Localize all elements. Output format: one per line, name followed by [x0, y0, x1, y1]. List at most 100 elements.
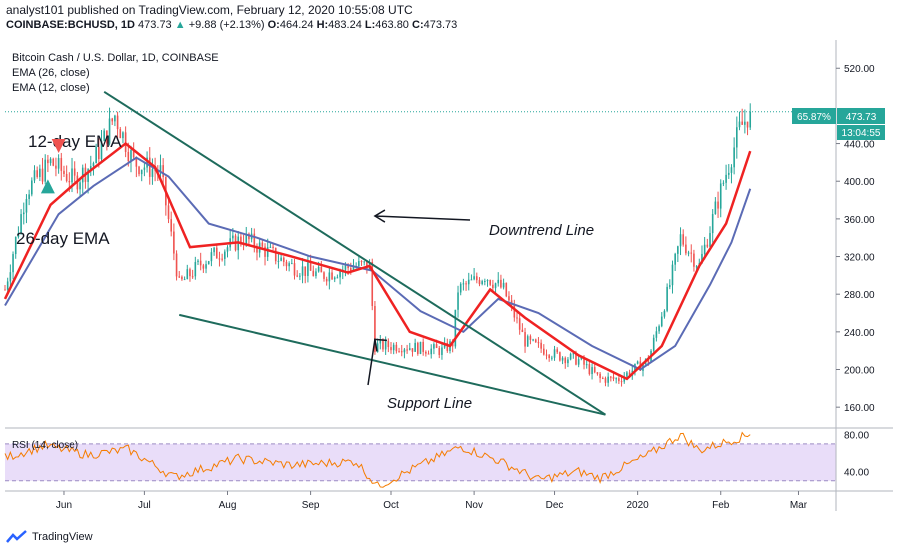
candle-body	[293, 263, 296, 276]
candle-body	[671, 264, 674, 286]
candle-body	[711, 214, 714, 234]
candle-body	[363, 261, 366, 263]
publish-info: analyst101 published on TradingView.com,…	[6, 3, 413, 17]
candle-body	[430, 348, 433, 355]
price-badge: 473.73	[846, 112, 877, 123]
arrow-up-left-icon	[367, 339, 376, 386]
candle-body	[435, 344, 438, 348]
rsi-axis-ticks: 40.00 80.00	[844, 431, 869, 479]
candle-body	[352, 266, 355, 272]
candle-body	[186, 269, 189, 280]
candle-body	[6, 281, 9, 290]
annotation-12day-ema: 12-day EMA	[28, 132, 122, 151]
rsi-tick-label: 80.00	[844, 431, 869, 442]
candle-body	[315, 271, 317, 277]
time-tick-label: Mar	[790, 500, 808, 511]
time-tick-label: Sep	[302, 500, 320, 511]
candle-body	[41, 168, 44, 182]
candle-body	[47, 159, 49, 164]
candle-body	[749, 111, 752, 128]
candle-body	[652, 337, 655, 351]
candle-body	[272, 246, 274, 248]
candle-body	[331, 272, 333, 280]
candle-body	[146, 157, 148, 168]
candle-body	[25, 198, 28, 213]
candle-body	[79, 182, 81, 190]
candle-body	[647, 358, 650, 363]
candle-body	[706, 244, 709, 247]
low-value: 463.80	[375, 19, 409, 31]
candle-body	[307, 262, 309, 276]
candle-body	[484, 281, 486, 283]
candle-body	[492, 284, 494, 289]
candle-body	[285, 261, 288, 267]
arrowhead-left-icon	[373, 209, 386, 223]
time-axis-ticks[interactable]: Jun Jul Aug Sep Oct Nov Dec 2020 Feb Mar	[56, 491, 808, 511]
candle-body	[336, 277, 339, 279]
price-pane[interactable]	[5, 40, 836, 426]
candle-body	[108, 118, 111, 144]
rsi-line	[4, 431, 751, 488]
annotation-support-line: Support Line	[387, 395, 472, 412]
candle-body	[532, 339, 534, 341]
candle-body	[422, 341, 424, 352]
candle-body	[725, 174, 727, 183]
candle-body	[529, 336, 532, 340]
candle-body	[63, 170, 65, 174]
candle-body	[20, 214, 22, 233]
price-tick-label: 160.00	[844, 403, 875, 414]
ema-26-line	[4, 156, 752, 371]
price-tick-label: 440.00	[844, 140, 875, 151]
candle-body	[513, 304, 516, 318]
candle-body	[280, 257, 282, 261]
candle-body	[333, 277, 336, 280]
candle-body	[95, 146, 97, 164]
candle-body	[320, 266, 323, 273]
candle-body	[417, 342, 419, 354]
candle-body	[559, 352, 561, 361]
candle-body	[119, 129, 122, 139]
candle-body	[543, 348, 545, 355]
candle-body	[481, 281, 483, 285]
triangle-up-icon: ▲	[174, 19, 186, 31]
time-tick-label: Dec	[546, 500, 564, 511]
candle-body	[727, 172, 730, 175]
footer-brand[interactable]: TradingView	[6, 527, 93, 547]
candle-body	[599, 373, 601, 379]
candle-body	[22, 212, 25, 215]
candle-body	[666, 286, 668, 311]
candle-body	[414, 342, 416, 352]
candle-body	[577, 359, 580, 365]
candle-body	[408, 348, 411, 350]
candle-body	[232, 235, 234, 239]
candle-body	[106, 130, 108, 144]
candle-body	[588, 364, 591, 375]
candle-body	[403, 349, 406, 353]
symbol-ohlc-line: COINBASE:BCHUSD, 1D 473.73 ▲ +9.88 (+2.1…	[6, 19, 457, 31]
candle-body	[548, 355, 550, 359]
price-tick-label: 360.00	[844, 215, 875, 226]
candle-body	[122, 132, 124, 139]
candle-body	[521, 329, 524, 333]
candle-body	[679, 234, 682, 247]
candle-body	[317, 266, 320, 272]
price-axis-ticks[interactable]: 160.00 200.00 240.00 280.00 320.00 360.00 400.…	[836, 64, 875, 414]
candle-body	[49, 158, 52, 164]
candle-body	[140, 169, 143, 175]
candle-body	[148, 157, 151, 177]
price-tick-label: 280.00	[844, 290, 875, 301]
candle-body	[738, 121, 741, 128]
candle-body	[564, 357, 567, 364]
candle-body	[301, 266, 304, 276]
candle-body	[325, 278, 328, 282]
candle-body	[591, 367, 593, 375]
candle-body	[585, 364, 588, 366]
candle-body	[57, 158, 60, 169]
candle-body	[12, 254, 14, 273]
candle-body	[130, 149, 132, 161]
candle-body	[65, 173, 68, 181]
candle-body	[703, 244, 706, 254]
candle-body	[526, 336, 529, 347]
candle-body	[218, 258, 221, 260]
